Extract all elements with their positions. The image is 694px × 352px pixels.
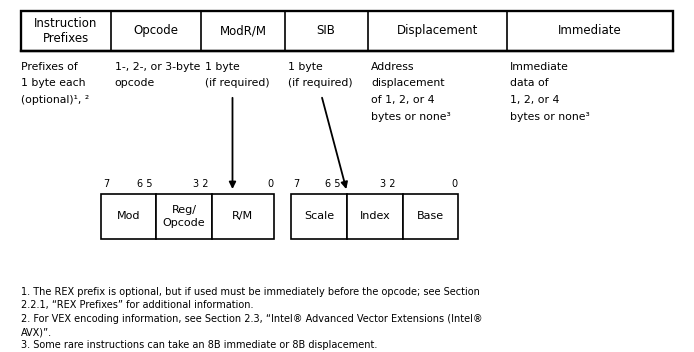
Text: of 1, 2, or 4: of 1, 2, or 4 xyxy=(371,95,434,105)
Text: (optional)¹, ²: (optional)¹, ² xyxy=(21,95,89,105)
Text: 6 5: 6 5 xyxy=(137,180,153,189)
Text: bytes or none³: bytes or none³ xyxy=(371,112,451,122)
Text: 6 5: 6 5 xyxy=(325,180,340,189)
Text: 1 byte: 1 byte xyxy=(205,62,239,71)
Text: Mod: Mod xyxy=(117,212,140,221)
Bar xyxy=(21,11,673,51)
Text: 1 byte each: 1 byte each xyxy=(21,78,85,88)
Text: 0: 0 xyxy=(267,180,273,189)
Text: 3. Some rare instructions can take an 8B immediate or 8B displacement.: 3. Some rare instructions can take an 8B… xyxy=(21,340,378,350)
Bar xyxy=(212,194,274,239)
Bar xyxy=(291,194,347,239)
Text: Prefixes of: Prefixes of xyxy=(21,62,78,71)
Text: 1-, 2-, or 3-byte: 1-, 2-, or 3-byte xyxy=(115,62,200,71)
Text: (if required): (if required) xyxy=(205,78,269,88)
Text: AVX)”.: AVX)”. xyxy=(21,327,52,337)
Text: Displacement: Displacement xyxy=(396,24,478,37)
Text: 3 2: 3 2 xyxy=(380,180,396,189)
Text: 1, 2, or 4: 1, 2, or 4 xyxy=(510,95,559,105)
Text: Reg/
Opcode: Reg/ Opcode xyxy=(162,205,205,228)
Text: data of: data of xyxy=(510,78,549,88)
Text: 2. For VEX encoding information, see Section 2.3, “Intel® Advanced Vector Extens: 2. For VEX encoding information, see Sec… xyxy=(21,314,482,323)
Bar xyxy=(347,194,403,239)
Text: displacement: displacement xyxy=(371,78,445,88)
Text: Immediate: Immediate xyxy=(510,62,569,71)
Text: opcode: opcode xyxy=(115,78,155,88)
Text: 7: 7 xyxy=(294,180,300,189)
Text: 1. The REX prefix is optional, but if used must be immediately before the opcode: 1. The REX prefix is optional, but if us… xyxy=(21,287,480,297)
Text: 7: 7 xyxy=(103,180,109,189)
Text: Scale: Scale xyxy=(304,212,335,221)
Text: Base: Base xyxy=(416,212,444,221)
Text: (if required): (if required) xyxy=(288,78,353,88)
Text: 0: 0 xyxy=(452,180,458,189)
Bar xyxy=(403,194,458,239)
Text: bytes or none³: bytes or none³ xyxy=(510,112,590,122)
Text: Index: Index xyxy=(359,212,390,221)
Text: ModR/M: ModR/M xyxy=(219,24,266,37)
Text: SIB: SIB xyxy=(316,24,336,37)
Text: R/M: R/M xyxy=(232,212,253,221)
Bar xyxy=(101,194,156,239)
Text: Immediate: Immediate xyxy=(558,24,622,37)
Text: Address: Address xyxy=(371,62,415,71)
Text: Opcode: Opcode xyxy=(134,24,178,37)
Text: 2.2.1, “REX Prefixes” for additional information.: 2.2.1, “REX Prefixes” for additional inf… xyxy=(21,300,253,310)
Text: Instruction
Prefixes: Instruction Prefixes xyxy=(34,17,98,45)
Text: 1 byte: 1 byte xyxy=(288,62,323,71)
Text: 3 2: 3 2 xyxy=(193,180,208,189)
Bar xyxy=(156,194,212,239)
